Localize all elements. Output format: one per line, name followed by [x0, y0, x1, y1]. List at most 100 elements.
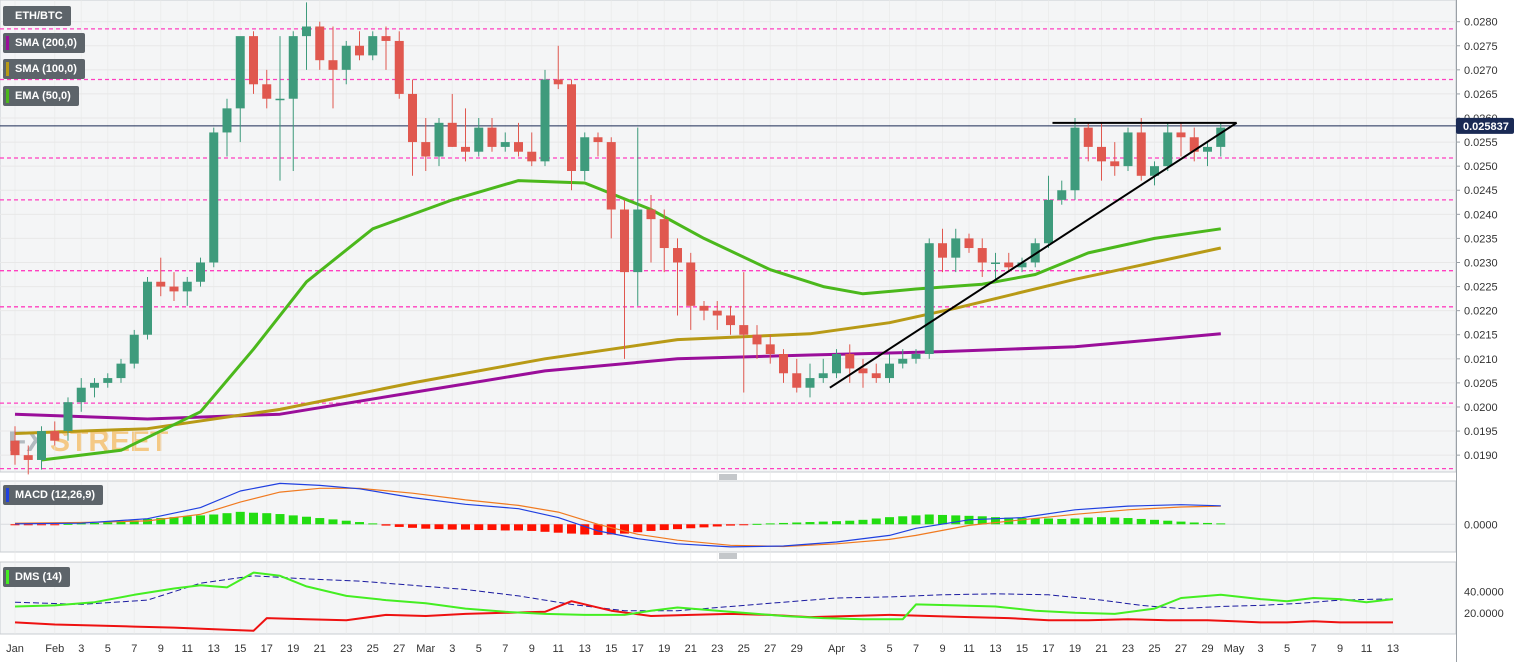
macd-histogram-bar: [620, 524, 629, 534]
y-tick-label: 0.0225: [1464, 282, 1498, 294]
candle: [50, 421, 60, 446]
sma100-label: SMA (100,0): [15, 63, 77, 75]
candle: [341, 40, 351, 85]
sma200-tag[interactable]: SMA (200,0): [3, 33, 85, 53]
candle-body: [885, 363, 894, 379]
candle-body: [129, 334, 139, 364]
candle-body: [540, 79, 550, 162]
candle-body: [991, 262, 1000, 264]
macd-histogram-bar: [1216, 523, 1226, 525]
macd-histogram-bar: [421, 524, 431, 529]
dms-tag[interactable]: DMS (14): [3, 567, 71, 587]
dms-panel: [0, 561, 1457, 635]
candle: [1070, 118, 1080, 200]
candle-body: [421, 142, 431, 157]
candle-body: [487, 127, 497, 147]
y-tick-label: 0.0215: [1464, 330, 1498, 342]
candle-body: [50, 431, 60, 441]
candle: [262, 69, 272, 109]
candle: [818, 358, 828, 383]
macd-histogram-bar: [1083, 517, 1093, 525]
candle: [885, 354, 894, 383]
x-tick-label: 7: [502, 643, 508, 655]
macd-splitter-handle[interactable]: [719, 474, 737, 480]
x-tick-label: 11: [182, 643, 193, 655]
x-tick-label: 19: [1069, 643, 1081, 655]
macd-histogram-bar: [951, 515, 961, 525]
candle: [461, 108, 470, 162]
macd-histogram-bar: [1123, 518, 1133, 525]
candle-body: [514, 142, 523, 152]
candle: [686, 252, 696, 330]
macd-histogram-bar: [646, 524, 656, 531]
macd-histogram-bar: [977, 516, 987, 525]
candle: [845, 344, 855, 383]
macd-histogram-bar: [275, 514, 285, 525]
x-tick-label: 23: [711, 643, 723, 655]
candle-body: [818, 373, 828, 379]
candle: [805, 363, 815, 398]
y-tick-label: 0.0230: [1464, 257, 1498, 269]
candle: [23, 445, 33, 475]
y-tick-label: 0.0250: [1464, 161, 1498, 173]
candle: [1004, 252, 1014, 273]
candle-body: [1083, 127, 1093, 147]
x-tick-label: 27: [1175, 643, 1187, 655]
macd-histogram-bar: [540, 524, 550, 532]
candle: [182, 276, 192, 306]
x-tick-label: 11: [1361, 643, 1372, 655]
x-tick-label: 13: [208, 643, 220, 655]
candle: [1189, 127, 1199, 162]
candle: [1057, 180, 1067, 205]
macd-histogram-bar: [302, 516, 311, 525]
candle-body: [765, 344, 775, 354]
candle-body: [302, 26, 311, 37]
macd-histogram-bar: [832, 521, 841, 525]
x-tick-label: 29: [791, 643, 803, 655]
candle-body: [964, 238, 974, 249]
x-tick-label: 21: [685, 643, 697, 655]
macd-zero-label: 0.0000: [1464, 519, 1498, 531]
dms-splitter-handle[interactable]: [719, 553, 737, 559]
macd-histogram-bar: [487, 524, 497, 531]
candle: [1110, 142, 1120, 176]
ema50-tag[interactable]: EMA (50,0): [3, 86, 79, 106]
candle-body: [686, 262, 696, 306]
macd-histogram-bar: [447, 524, 457, 530]
candle: [739, 272, 749, 393]
candle: [779, 349, 788, 383]
x-tick-label: 27: [764, 643, 776, 655]
price-panel: [0, 0, 1457, 473]
y-tick-label: 0.0245: [1464, 185, 1498, 197]
macd-histogram-bar: [76, 523, 86, 525]
candle: [355, 31, 364, 61]
dms-tick-label: 40.0000: [1464, 587, 1504, 599]
candle-body: [951, 238, 961, 258]
candle: [156, 257, 166, 297]
candle-body: [156, 281, 166, 287]
macd-line: [14, 482, 1221, 548]
candle-body: [553, 79, 563, 85]
candle: [1176, 122, 1186, 157]
candle-body: [871, 373, 881, 379]
macd-histogram-bar: [606, 524, 616, 535]
dms-plus-di-line: [14, 571, 1394, 621]
candle: [871, 363, 881, 383]
x-tick-label: 17: [261, 643, 273, 655]
sma100-tag[interactable]: SMA (100,0): [3, 59, 85, 79]
candle: [368, 31, 378, 61]
x-tick-label: 5: [476, 643, 482, 655]
candle: [1097, 122, 1106, 181]
x-tick-label: Mar: [416, 643, 435, 655]
candle: [1203, 142, 1212, 167]
macd-histogram-bar: [129, 520, 139, 525]
macd-histogram-bar: [1030, 518, 1040, 525]
pair-tag[interactable]: ETH/BTC: [3, 6, 71, 26]
macd-histogram-bar: [712, 524, 722, 527]
candle-body: [500, 142, 510, 147]
macd-label: MACD (12,26,9): [15, 489, 96, 501]
candle: [1136, 118, 1146, 181]
macd-tag[interactable]: MACD (12,26,9): [3, 485, 104, 505]
candle-body: [739, 325, 749, 335]
